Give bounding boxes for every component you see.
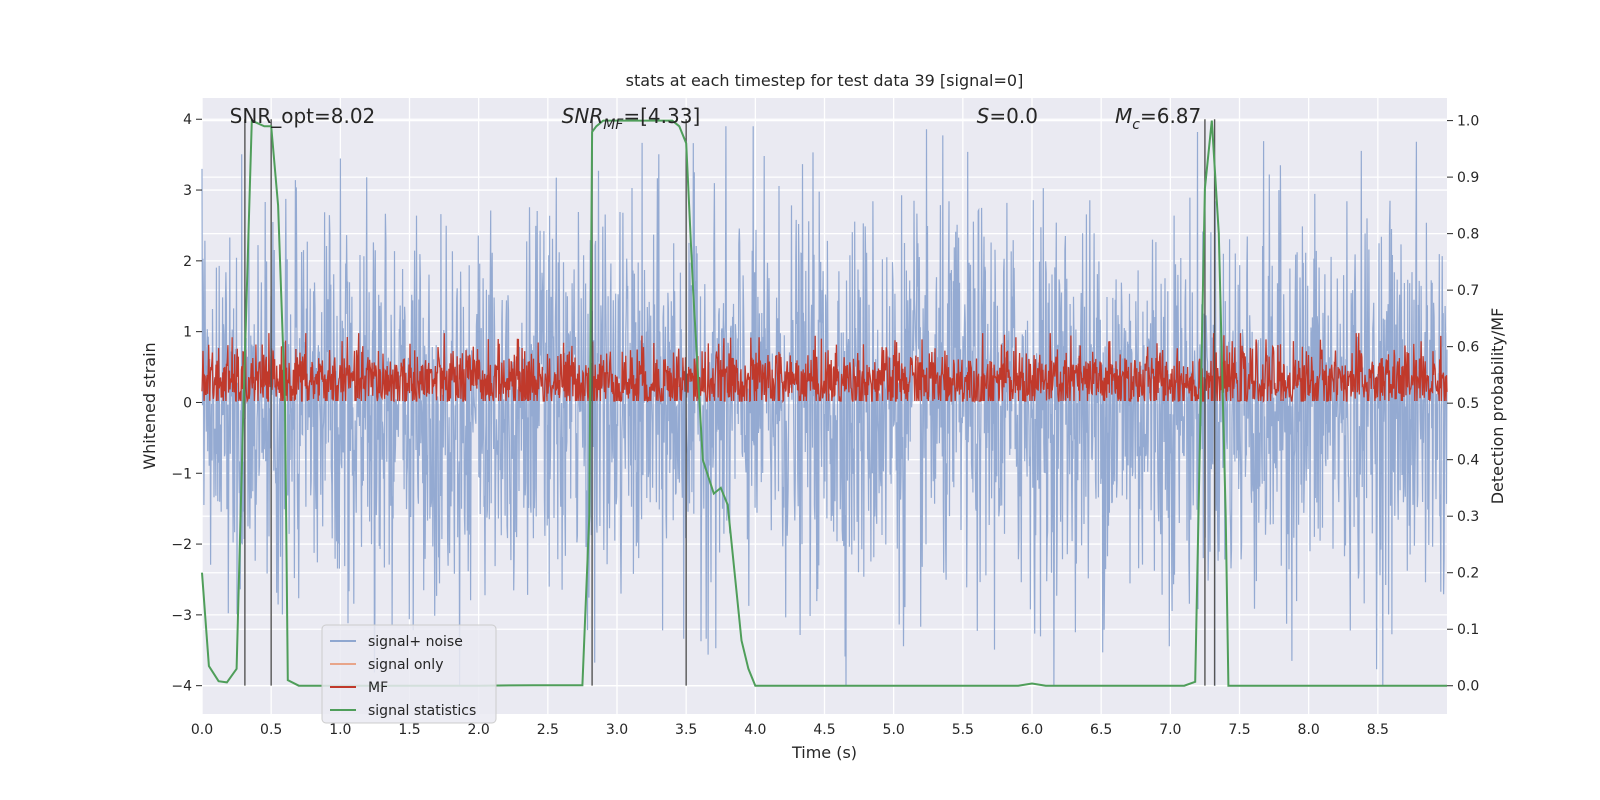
x-tick-label: 1.0 xyxy=(329,722,351,738)
y-right-tick-label: 1.0 xyxy=(1457,114,1479,130)
y-axis-left-label: Whitened strain xyxy=(140,342,159,469)
annotation-main: SNR xyxy=(562,104,604,128)
y-left-tick-label: 4 xyxy=(183,112,192,128)
y-left-tick-label: 2 xyxy=(183,254,192,270)
x-tick-label: 5.0 xyxy=(883,722,905,738)
annotation: SNR_opt=8.02 xyxy=(230,104,376,128)
annotation-value: =6.87 xyxy=(1140,104,1201,128)
annotation-value: =[4.33] xyxy=(623,104,700,128)
legend-label: signal+ noise xyxy=(368,634,463,650)
y-right-tick-label: 0.1 xyxy=(1457,622,1479,638)
legend-label: signal statistics xyxy=(368,703,476,719)
y-left-tick-label: −4 xyxy=(171,679,192,695)
annotation: Mc=6.87 xyxy=(1115,104,1201,133)
y-left-tick-label: −2 xyxy=(171,537,192,553)
x-tick-label: 2.5 xyxy=(537,722,559,738)
annotation-main: S xyxy=(977,104,990,128)
y-right-tick-label: 0.6 xyxy=(1457,340,1479,356)
x-tick-label: 6.0 xyxy=(1021,722,1043,738)
x-tick-label: 8.5 xyxy=(1367,722,1389,738)
legend-box xyxy=(321,624,497,724)
y-right-tick-label: 0.0 xyxy=(1457,679,1479,695)
y-left-tick-label: 0 xyxy=(183,395,192,411)
x-tick-label: 6.5 xyxy=(1090,722,1112,738)
y-left-tick-label: −1 xyxy=(171,466,192,482)
x-tick-label: 2.0 xyxy=(468,722,490,738)
legend-label: MF xyxy=(368,680,388,696)
signal-statistics-series xyxy=(201,119,1447,687)
y-right-tick-label: 0.3 xyxy=(1457,509,1479,525)
y-right-tick-label: 0.7 xyxy=(1457,283,1479,299)
signal-statistics-line xyxy=(201,119,1447,687)
x-tick-label: 8.0 xyxy=(1298,722,1320,738)
annotation-main: SNR_opt=8.02 xyxy=(230,104,376,128)
mf-series xyxy=(201,333,1448,404)
x-tick-label: 7.0 xyxy=(1159,722,1181,738)
x-tick-label: 4.0 xyxy=(744,722,766,738)
y-axis-right-label: Detection probability/MF xyxy=(1488,308,1507,505)
y-left-tick-label: 3 xyxy=(183,183,192,199)
y-axis-right-ticks: 1.0 0.9 0.8 0.7 0.6 0.5 0.4 0.3 0.2 0.1 0.0 xyxy=(1447,114,1479,695)
annotation-value: =0.0 xyxy=(989,104,1038,128)
x-tick-label: 3.0 xyxy=(606,722,628,738)
y-right-tick-label: 0.9 xyxy=(1457,170,1479,186)
annotation: SNRMF=[4.33] xyxy=(562,104,701,133)
signal-noise-line xyxy=(201,126,1448,686)
x-tick-label: 5.5 xyxy=(952,722,974,738)
y-right-tick-label: 0.4 xyxy=(1457,453,1479,469)
x-tick-label: 4.5 xyxy=(813,722,835,738)
annotation-subscript: c xyxy=(1132,117,1140,133)
x-tick-label: 0.0 xyxy=(191,722,213,738)
annotations: SNR_opt=8.02 SNRMF=[4.33] S=0.0 Mc=6.87 xyxy=(230,104,1202,133)
y-left-tick-label: −3 xyxy=(171,608,192,624)
y-left-tick-label: 1 xyxy=(183,325,192,341)
x-axis-ticks: 0.0 0.5 1.0 1.5 2.0 2.5 3.0 3.5 4.0 4.5 5.0 5.5 6.0 6… xyxy=(191,722,1389,738)
signal-noise-series xyxy=(201,126,1448,686)
legend: signal+ noise signal only MF signal statist… xyxy=(321,624,497,724)
x-tick-label: 1.5 xyxy=(398,722,420,738)
x-tick-label: 7.5 xyxy=(1228,722,1250,738)
annotation-subscript: MF xyxy=(603,117,624,133)
x-tick-label: 0.5 xyxy=(260,722,282,738)
x-axis-label: Time (s) xyxy=(791,743,857,762)
y-right-tick-label: 0.5 xyxy=(1457,396,1479,412)
annotation-main: M xyxy=(1115,104,1132,128)
y-right-tick-label: 0.2 xyxy=(1457,566,1479,582)
y-right-tick-label: 0.8 xyxy=(1457,227,1479,243)
annotation: S=0.0 xyxy=(977,104,1038,128)
y-axis-left-ticks: 4 3 2 1 0 −1 −2 −3 −4 xyxy=(171,112,202,695)
mf-line xyxy=(201,333,1448,404)
chart-title: stats at each timestep for test data 39 … xyxy=(626,71,1024,90)
legend-label: signal only xyxy=(368,657,443,673)
x-tick-label: 3.5 xyxy=(675,722,697,738)
